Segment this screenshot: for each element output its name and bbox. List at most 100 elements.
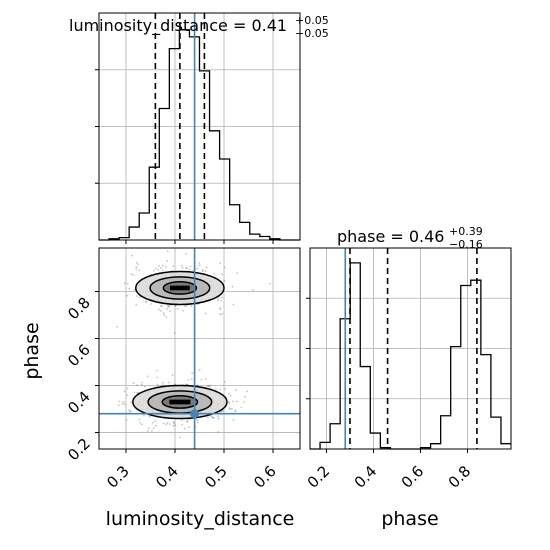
sample-point bbox=[159, 309, 162, 312]
sample-point bbox=[139, 296, 141, 298]
density-peak bbox=[169, 399, 191, 405]
phase-title: phase = 0.46 bbox=[337, 227, 444, 246]
joint-density-content bbox=[99, 248, 300, 449]
sample-point bbox=[156, 383, 159, 386]
sample-point bbox=[195, 418, 198, 421]
sample-point bbox=[269, 282, 271, 285]
sample-point bbox=[228, 407, 231, 410]
sample-point bbox=[183, 305, 186, 308]
sample-point bbox=[221, 296, 224, 299]
histogram-step-line bbox=[99, 29, 300, 241]
y-axis-label-phase: phase bbox=[21, 322, 43, 379]
sample-point bbox=[207, 385, 210, 387]
sample-point bbox=[176, 308, 179, 310]
sample-point bbox=[126, 294, 129, 297]
sample-point bbox=[121, 402, 124, 405]
sample-point bbox=[181, 423, 183, 426]
sample-point bbox=[234, 410, 237, 413]
phase-title-upper-error: +0.39 bbox=[449, 225, 483, 238]
sample-point bbox=[128, 410, 131, 413]
sample-point bbox=[138, 418, 140, 421]
sample-point bbox=[166, 250, 169, 253]
sample-point bbox=[133, 391, 136, 394]
sample-point bbox=[186, 419, 189, 422]
sample-point bbox=[136, 261, 138, 264]
sample-point bbox=[122, 400, 125, 403]
sample-point bbox=[196, 421, 199, 424]
sample-point bbox=[133, 288, 136, 291]
sample-point bbox=[188, 426, 191, 428]
sample-point bbox=[243, 401, 245, 404]
sample-point bbox=[232, 400, 234, 403]
sample-point bbox=[135, 268, 138, 270]
sample-point bbox=[148, 415, 151, 418]
sample-point bbox=[165, 316, 168, 319]
sample-point bbox=[163, 314, 165, 317]
sample-point bbox=[150, 430, 153, 432]
sample-point bbox=[167, 305, 170, 308]
sample-point bbox=[125, 418, 128, 421]
sample-point bbox=[161, 264, 164, 267]
sample-point bbox=[117, 404, 120, 407]
sample-point bbox=[201, 269, 204, 271]
sample-point bbox=[244, 395, 247, 398]
sample-point bbox=[128, 409, 130, 412]
sample-point bbox=[154, 420, 157, 422]
sample-point bbox=[252, 289, 254, 291]
sample-point bbox=[171, 374, 174, 377]
sample-point bbox=[161, 269, 164, 272]
sample-point bbox=[141, 423, 143, 426]
sample-point bbox=[130, 273, 133, 276]
sample-point bbox=[185, 267, 188, 269]
sample-point bbox=[223, 279, 226, 282]
sample-point bbox=[140, 383, 143, 386]
sample-point bbox=[204, 270, 207, 273]
sample-point bbox=[191, 372, 194, 375]
sample-point bbox=[158, 264, 161, 267]
sample-point bbox=[166, 259, 169, 262]
sample-point bbox=[144, 385, 146, 388]
sample-point bbox=[173, 422, 176, 425]
sample-point bbox=[213, 417, 215, 419]
sample-point bbox=[205, 378, 207, 380]
sample-point bbox=[196, 267, 199, 270]
sample-point bbox=[152, 269, 155, 272]
sample-point bbox=[137, 263, 140, 266]
sample-point bbox=[162, 312, 165, 315]
sample-point bbox=[155, 369, 158, 372]
sample-point bbox=[136, 392, 139, 394]
luminosity-distance-title-upper-error: +0.05 bbox=[295, 14, 329, 27]
sample-point bbox=[132, 382, 135, 385]
sample-point bbox=[180, 264, 183, 267]
sample-point bbox=[217, 417, 220, 420]
sample-point bbox=[209, 384, 212, 387]
sample-point bbox=[234, 409, 236, 412]
sample-point bbox=[190, 305, 193, 307]
sample-point bbox=[172, 424, 175, 427]
sample-point bbox=[232, 303, 235, 306]
sample-point bbox=[123, 390, 126, 392]
sample-point bbox=[222, 410, 224, 413]
sample-point bbox=[126, 387, 129, 390]
sample-point bbox=[167, 381, 170, 384]
sample-point bbox=[205, 266, 208, 269]
sample-point bbox=[154, 424, 157, 427]
sample-point bbox=[228, 402, 231, 405]
sample-point bbox=[118, 400, 121, 403]
sample-point bbox=[181, 266, 184, 269]
sample-point bbox=[174, 424, 177, 427]
sample-point bbox=[180, 419, 183, 421]
panel-frame bbox=[98, 247, 301, 450]
sample-point bbox=[116, 325, 119, 328]
sample-point bbox=[159, 267, 162, 269]
sample-point bbox=[184, 427, 186, 430]
sample-point bbox=[185, 252, 188, 255]
sample-point bbox=[145, 301, 148, 304]
sample-point bbox=[123, 403, 126, 406]
truth-marker bbox=[190, 409, 200, 419]
sample-point bbox=[217, 297, 220, 300]
sample-point bbox=[185, 267, 188, 270]
sample-point bbox=[158, 308, 160, 311]
sample-point bbox=[126, 282, 129, 285]
